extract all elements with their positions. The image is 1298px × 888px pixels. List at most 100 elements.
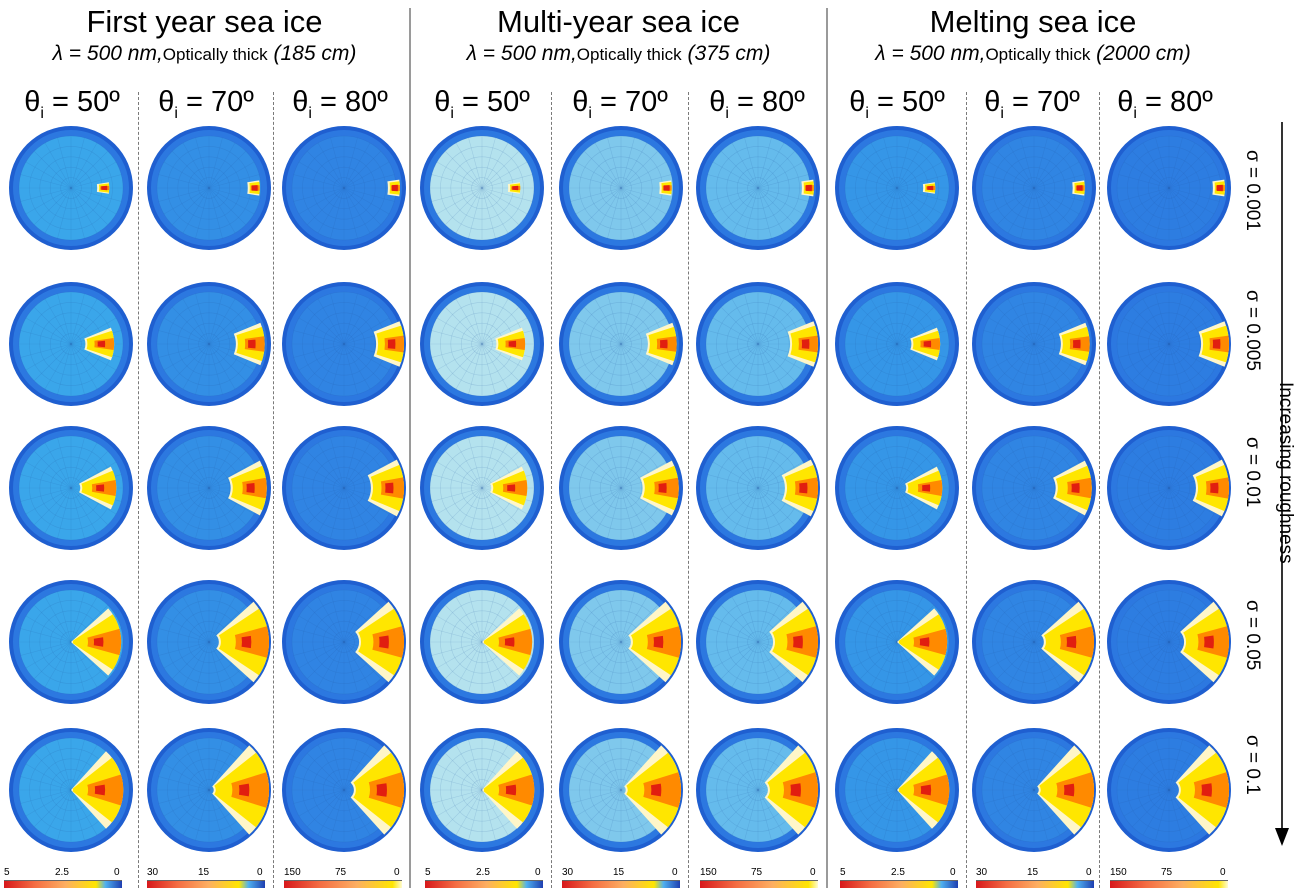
polar-grid-spoke bbox=[584, 187, 622, 225]
polar-grid-spoke bbox=[44, 343, 72, 390]
polar-grid-spoke bbox=[436, 161, 483, 189]
colorbar-tick-label: 0 bbox=[257, 867, 263, 878]
polar-plot-svg bbox=[972, 580, 1096, 704]
polar-grid-ring bbox=[198, 477, 220, 499]
specular-lobe-peak bbox=[1073, 339, 1081, 349]
polar-plot-svg bbox=[9, 126, 133, 250]
polar-grid-spoke bbox=[1168, 151, 1206, 189]
polar-grid-spoke bbox=[896, 307, 934, 345]
polar-plot-svg bbox=[1107, 580, 1231, 704]
polar-grid-spoke bbox=[25, 789, 72, 817]
polar-grid-spoke bbox=[1007, 744, 1035, 791]
polar-grid-spoke bbox=[44, 142, 72, 189]
polar-grid-spoke bbox=[896, 487, 943, 515]
polar-grid-spoke bbox=[1033, 137, 1048, 189]
polar-grid-spoke bbox=[757, 298, 785, 345]
polar-grid-spoke bbox=[620, 343, 658, 381]
polar-plot-svg bbox=[147, 580, 271, 704]
polar-grid-spoke bbox=[607, 343, 622, 395]
polar-grid-spoke bbox=[1033, 298, 1061, 345]
polar-grid-spoke bbox=[158, 776, 210, 791]
polar-grid-spoke bbox=[481, 596, 509, 643]
polar-grid-spoke bbox=[158, 174, 210, 189]
polar-grid-spoke bbox=[343, 789, 358, 841]
roughness-label: σ = 0.05 bbox=[1242, 600, 1263, 671]
polar-grid-spoke bbox=[70, 591, 85, 643]
polar-grid-spoke bbox=[620, 739, 635, 791]
polar-grid-spoke bbox=[1007, 187, 1035, 234]
polar-grid-spoke bbox=[1020, 641, 1035, 693]
polar-grid-spoke bbox=[997, 451, 1035, 489]
specular-lobe-peak bbox=[387, 339, 396, 349]
polar-grid-spoke bbox=[1142, 343, 1170, 390]
polar-grid-spoke bbox=[330, 739, 345, 791]
polar-grid-spoke bbox=[70, 451, 108, 489]
brdf-polar-plot bbox=[144, 578, 274, 706]
polar-grid-spoke bbox=[721, 151, 759, 189]
polar-plot-svg bbox=[835, 580, 959, 704]
polar-grid-spoke bbox=[1033, 187, 1071, 225]
polar-grid-spoke bbox=[70, 298, 98, 345]
theta-subscript: i bbox=[450, 104, 454, 122]
polar-grid-spoke bbox=[712, 461, 759, 489]
polar-grid-spoke bbox=[1020, 437, 1035, 489]
polar-grid-spoke bbox=[317, 442, 345, 489]
specular-lobe-peak bbox=[923, 340, 932, 348]
polar-grid-spoke bbox=[307, 307, 345, 345]
polar-grid-spoke bbox=[208, 487, 223, 539]
polar-grid-spoke bbox=[445, 605, 483, 643]
polar-grid-spoke bbox=[298, 641, 345, 669]
polar-grid-spoke bbox=[70, 317, 117, 345]
polar-plot-svg bbox=[9, 580, 133, 704]
colorbar-tick-label: 0 bbox=[1220, 867, 1226, 878]
polar-grid-spoke bbox=[343, 307, 381, 345]
polar-disk bbox=[982, 590, 1086, 694]
polar-grid-spoke bbox=[1155, 739, 1170, 791]
polar-grid-ring bbox=[60, 333, 82, 355]
polar-grid-spoke bbox=[607, 591, 622, 643]
specular-lobe-peak bbox=[1064, 783, 1075, 797]
polar-grid-spoke bbox=[883, 137, 898, 189]
polar-grid-spoke bbox=[1168, 437, 1183, 489]
incidence-angle-label: θi = 70º bbox=[560, 86, 680, 123]
polar-grid-spoke bbox=[481, 161, 528, 189]
polar-grid-spoke bbox=[172, 307, 210, 345]
polar-grid-spoke bbox=[208, 641, 236, 688]
polar-grid-spoke bbox=[1033, 187, 1080, 215]
theta-symbol: θ bbox=[434, 86, 451, 118]
optical-label: Optically thick bbox=[162, 45, 268, 64]
polar-grid-spoke bbox=[182, 343, 210, 390]
polar-grid-spoke bbox=[620, 174, 672, 189]
polar-grid-spoke bbox=[594, 442, 622, 489]
polar-disk bbox=[430, 436, 534, 540]
polar-grid-spoke bbox=[584, 151, 622, 189]
polar-grid-spoke bbox=[208, 461, 255, 489]
polar-grid-spoke bbox=[1118, 474, 1170, 489]
polar-grid-spoke bbox=[436, 461, 483, 489]
wavelength-label: λ = 500 nm, bbox=[52, 42, 163, 65]
polar-grid-spoke bbox=[343, 187, 371, 234]
polar-grid-spoke bbox=[293, 789, 345, 804]
polar-grid-spoke bbox=[757, 789, 785, 836]
polar-grid-spoke bbox=[455, 789, 483, 836]
brdf-polar-plot bbox=[6, 424, 136, 552]
polar-grid-spoke bbox=[431, 343, 483, 358]
polar-grid-spoke bbox=[343, 343, 390, 371]
polar-grid-spoke bbox=[1007, 641, 1035, 688]
polar-grid-spoke bbox=[757, 641, 795, 679]
optical-label: Optically thick bbox=[985, 45, 1091, 64]
polar-grid-spoke bbox=[70, 187, 85, 239]
polar-grid-spoke bbox=[298, 317, 345, 345]
polar-grid-ring bbox=[177, 156, 241, 220]
polar-grid-spoke bbox=[70, 343, 117, 371]
polar-grid-spoke bbox=[70, 641, 98, 688]
polar-grid-spoke bbox=[1132, 487, 1170, 525]
polar-grid-spoke bbox=[757, 187, 809, 202]
polar-grid-spoke bbox=[757, 605, 795, 643]
polar-grid-spoke bbox=[896, 187, 948, 202]
polar-grid-spoke bbox=[721, 343, 759, 381]
colorbar-tick-label: 0 bbox=[950, 867, 956, 878]
polar-grid-spoke bbox=[195, 487, 210, 539]
polar-grid-spoke bbox=[1020, 487, 1035, 539]
polar-grid-spoke bbox=[307, 151, 345, 189]
